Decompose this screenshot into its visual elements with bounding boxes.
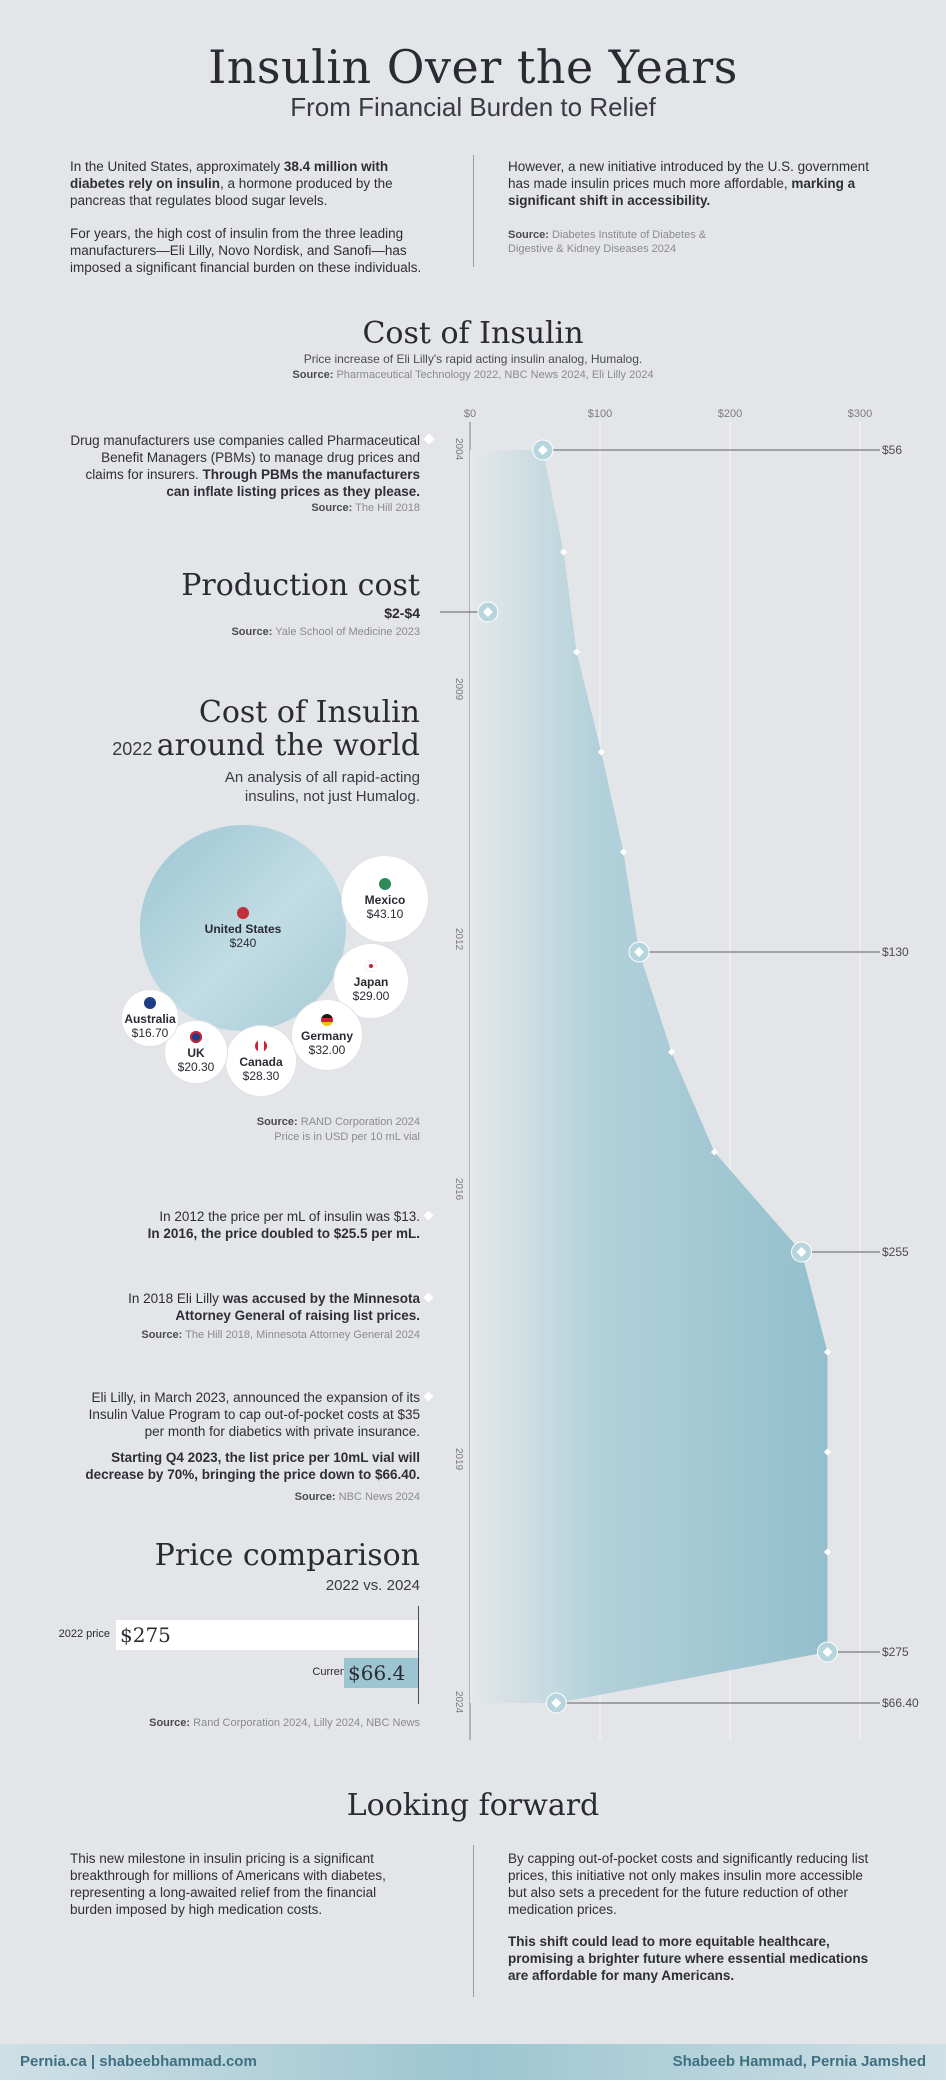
forward-divider xyxy=(473,1845,474,1997)
area-series xyxy=(470,450,828,1703)
bubble-united-states: United States $240 xyxy=(140,825,346,1031)
country-value: $240 xyxy=(229,935,257,950)
intro-paragraph-1: In the United States, approximately 38.4… xyxy=(70,159,393,208)
value-label: $130 xyxy=(882,945,909,959)
world-subtitle: An analysis of all rapid-acting insulins… xyxy=(224,769,420,805)
australia-flag-icon xyxy=(144,996,156,1009)
note-2018: In 2018 Eli Lilly was accused by the Min… xyxy=(128,1291,420,1323)
value-label: $255 xyxy=(882,1245,909,1259)
country-name: UK xyxy=(187,1045,205,1060)
footer-left: Pernia.ca | shabeebhammad.com xyxy=(20,2053,257,2070)
value-2022-price: $275 xyxy=(120,1623,171,1647)
pbm-source: Source: The Hill 2018 xyxy=(311,502,420,514)
pbm-note: Drug manufacturers use companies called … xyxy=(70,433,420,499)
bubble-mexico: Mexico $43.10 xyxy=(342,856,428,942)
footer-right: Shabeeb Hammad, Pernia Jamshed xyxy=(672,2053,926,2070)
country-value: $20.30 xyxy=(177,1059,215,1074)
x-tick-label: $300 xyxy=(848,408,872,420)
intro-paragraph-2: For years, the high cost of insulin from… xyxy=(70,226,422,275)
note-2016-diamond-icon xyxy=(423,1210,434,1221)
x-tick-label: $100 xyxy=(588,408,612,420)
us-flag-icon xyxy=(237,906,249,919)
bar-current-price: $66.4 xyxy=(344,1658,418,1688)
intro-source: Source: Diabetes Institute of Diabetes &… xyxy=(508,229,707,255)
data-point xyxy=(796,1247,807,1257)
canada-flag-icon xyxy=(255,1039,267,1052)
note-2016: In 2012 the price per mL of insulin was … xyxy=(147,1209,420,1241)
world-title-line2: 2022 around the world xyxy=(112,728,420,763)
country-value: $28.30 xyxy=(242,1068,280,1083)
production-title: Production cost xyxy=(181,568,420,603)
country-name: United States xyxy=(204,921,282,936)
label-2022-price: 2022 price xyxy=(58,1628,110,1640)
country-name: Mexico xyxy=(364,892,406,907)
country-name: Germany xyxy=(300,1028,354,1043)
country-value: $29.00 xyxy=(352,988,390,1003)
production-source: Source: Yale School of Medicine 2023 xyxy=(231,626,420,638)
year-label: 2004 xyxy=(453,438,464,461)
cost-section-subtitle: Price increase of Eli Lilly's rapid acti… xyxy=(303,352,643,366)
cost-section-source: Source: Pharmaceutical Technology 2022, … xyxy=(292,369,654,381)
mexico-flag-icon xyxy=(379,877,391,890)
bubble-australia: Australia $16.70 xyxy=(122,990,178,1046)
forward-right-a: By capping out-of-pocket costs and signi… xyxy=(508,1851,869,1917)
x-tick-label: $200 xyxy=(718,408,742,420)
footer-bar xyxy=(0,2044,946,2080)
forward-title: Looking forward xyxy=(346,1788,600,1823)
cost-section-title: Cost of Insulin xyxy=(362,316,584,351)
data-point xyxy=(822,1647,833,1657)
intro-divider xyxy=(473,155,474,267)
page-subtitle: From Financial Burden to Relief xyxy=(290,92,656,122)
country-value: $32.00 xyxy=(308,1042,346,1057)
uk-flag-icon xyxy=(190,1030,202,1043)
country-name: Canada xyxy=(239,1054,283,1069)
country-name: Australia xyxy=(124,1011,176,1026)
forward-left: This new milestone in insulin pricing is… xyxy=(70,1851,386,1917)
world-source: Source: RAND Corporation 2024 xyxy=(256,1116,420,1128)
world-note: Price is in USD per 10 mL vial xyxy=(274,1131,420,1143)
x-tick-label: $0 xyxy=(464,408,476,420)
note-2023-diamond-icon xyxy=(423,1391,434,1402)
comparison-source: Source: Rand Corporation 2024, Lilly 202… xyxy=(149,1717,420,1729)
note-2018-diamond-icon xyxy=(423,1292,434,1303)
data-point xyxy=(551,1698,562,1708)
note-2023-b: Starting Q4 2023, the list price per 10m… xyxy=(85,1450,420,1482)
year-label: 2019 xyxy=(453,1448,464,1471)
country-value: $43.10 xyxy=(366,906,404,921)
value-label: $66.40 xyxy=(882,1696,919,1710)
bubble-uk: UK $20.30 xyxy=(165,1021,227,1083)
value-label: $275 xyxy=(882,1645,909,1659)
forward-right-b: This shift could lead to more equitable … xyxy=(508,1934,869,1983)
production-value: $2-$4 xyxy=(384,605,420,621)
comparison-title: Price comparison xyxy=(154,1538,420,1573)
value-label: $56 xyxy=(882,443,902,457)
country-value: $16.70 xyxy=(131,1025,169,1040)
note-2023-source: Source: NBC News 2024 xyxy=(294,1491,420,1503)
data-point xyxy=(634,947,644,957)
comparison-subtitle: 2022 vs. 2024 xyxy=(325,1577,420,1594)
japan-flag-icon xyxy=(365,959,377,972)
bar-2022-price: $275 xyxy=(116,1620,418,1650)
year-label: 2016 xyxy=(453,1178,464,1201)
page-title: Insulin Over the Years xyxy=(208,40,738,94)
year-label: 2024 xyxy=(453,1691,464,1714)
cost-chart: $0 $100 $200 $300 2004 2009 2012 2016 2019 2024 $5… xyxy=(440,408,919,1740)
country-name: Japan xyxy=(353,974,389,989)
year-label: 2012 xyxy=(453,928,464,951)
comparison-axis xyxy=(418,1606,419,1704)
bubble-canada: Canada $28.30 xyxy=(226,1026,296,1096)
world-title-line1: Cost of Insulin xyxy=(198,695,420,730)
value-current-price: $66.4 xyxy=(348,1661,406,1685)
note-2018-source: Source: The Hill 2018, Minnesota Attorne… xyxy=(141,1329,420,1341)
intro-paragraph-3: However, a new initiative introduced by … xyxy=(508,159,869,208)
production-point xyxy=(482,607,493,617)
pbm-diamond-icon xyxy=(423,433,435,445)
germany-flag-icon xyxy=(321,1013,333,1026)
note-2023-a: Eli Lilly, in March 2023, announced the … xyxy=(88,1390,420,1439)
data-point xyxy=(597,748,605,756)
bubble-germany: Germany $32.00 xyxy=(292,1000,362,1070)
year-label: 2009 xyxy=(453,678,464,701)
